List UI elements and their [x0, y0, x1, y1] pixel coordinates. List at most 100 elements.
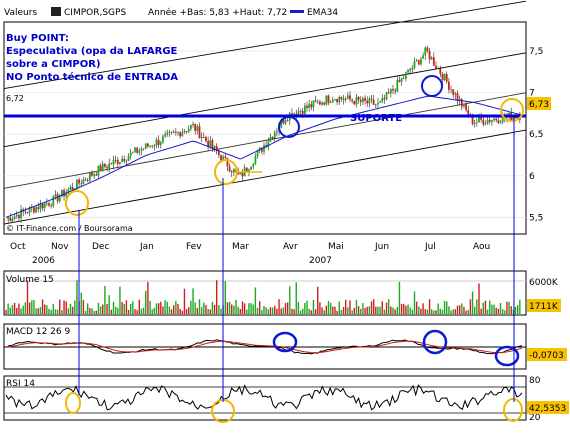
candle-body — [121, 158, 123, 163]
annotation-line-4: NO Ponto técnico de ENTRADA — [6, 71, 178, 83]
candle-body — [286, 120, 289, 122]
volume-bar — [162, 306, 164, 314]
volume-bar — [175, 301, 177, 314]
candle-body — [11, 219, 14, 222]
volume-bar — [67, 308, 70, 314]
candle-body — [202, 137, 205, 138]
candle-body — [263, 145, 265, 152]
volume-bar — [110, 309, 113, 314]
volume-bar — [329, 302, 332, 314]
candle-body — [420, 58, 422, 65]
x-tick-label: Mai — [328, 242, 344, 252]
candle-body — [196, 126, 199, 131]
candle-body — [258, 147, 261, 151]
volume-bar — [160, 301, 162, 314]
volume-bar — [347, 307, 349, 314]
candle-body — [69, 187, 72, 190]
candle-body — [181, 132, 184, 137]
candle-body — [99, 165, 102, 172]
macd-value-box — [527, 348, 567, 361]
volume-bar — [280, 308, 282, 314]
volume-bar — [121, 302, 123, 314]
volume-bar — [448, 306, 450, 314]
annotation-line-1: Buy POINT: — [6, 33, 69, 44]
x-tick-label: Aou — [473, 242, 490, 252]
candle-body — [157, 139, 160, 145]
volume-bar — [69, 303, 72, 314]
chart-header: Valeurs CIMPOR,SGPS Année +Bas: 5,83 +Ha… — [4, 7, 338, 18]
price-series-swatch — [51, 7, 61, 16]
volume-bar — [46, 305, 48, 314]
volume-bar — [216, 280, 218, 314]
volume-bar — [18, 303, 20, 314]
volume-bar — [256, 307, 259, 314]
macd-circle-aug — [494, 345, 520, 367]
volume-bar — [39, 307, 42, 314]
rsi-value-box — [527, 401, 569, 414]
candle-body — [125, 160, 128, 162]
volume-bar — [317, 286, 319, 314]
candle-body — [467, 110, 470, 116]
candle-body — [486, 119, 489, 124]
volume-bar — [248, 303, 250, 314]
volume-bar — [484, 300, 487, 314]
rsi-title: RSI 14 — [6, 379, 35, 389]
volume-bar — [205, 304, 207, 314]
support-value-box — [527, 97, 551, 110]
candle-body — [454, 93, 457, 95]
volume-bar — [385, 302, 388, 314]
candle-body — [327, 95, 330, 103]
volume-bar — [308, 308, 310, 314]
candle-body — [170, 131, 173, 133]
candle-body — [439, 68, 442, 74]
volume-bar — [476, 299, 478, 314]
volume-title: Volume 15 — [6, 275, 54, 285]
volume-bar — [93, 310, 95, 314]
candle-body — [164, 134, 166, 137]
volume-bar — [168, 306, 171, 314]
volume-bar — [508, 301, 510, 314]
candle-body — [155, 139, 158, 146]
volume-bar — [458, 305, 461, 314]
candle-body — [357, 97, 360, 100]
candle-body — [209, 140, 212, 147]
candle-body — [362, 98, 364, 102]
volume-bar — [80, 292, 82, 314]
volume-bar — [106, 304, 108, 314]
rsi-tick-80: 80 — [529, 376, 541, 386]
candle-body — [248, 169, 250, 172]
candle-body — [245, 167, 248, 172]
volume-bar — [147, 281, 149, 314]
volume-bar — [54, 309, 57, 314]
volume-bar — [443, 300, 446, 314]
volume-bar — [321, 307, 323, 314]
volume-bar — [267, 309, 269, 314]
volume-bar — [336, 310, 338, 314]
x-tick-label: Jul — [424, 242, 436, 252]
candle-body — [465, 103, 467, 111]
candle-body — [187, 128, 190, 132]
candle-body — [392, 88, 394, 91]
candle-body — [153, 145, 156, 147]
volume-bar — [461, 303, 463, 314]
rsi-tick-20: 20 — [529, 413, 541, 423]
candle-body — [495, 118, 498, 121]
volume-bar — [188, 307, 190, 314]
candle-body — [450, 89, 452, 91]
candle-body — [233, 169, 235, 173]
volume-bar — [209, 309, 211, 314]
volume-bar — [114, 306, 117, 314]
volume-bar — [82, 299, 85, 314]
macd-last-value: -0,0703 — [529, 351, 564, 361]
annotation-line-3: sobre a CIMPOR) — [6, 59, 101, 70]
candle-body — [443, 74, 446, 81]
candle-body — [41, 203, 44, 209]
volume-bar — [194, 302, 196, 314]
volume-bar — [5, 309, 7, 314]
candle-body — [387, 92, 390, 94]
range-text: Année +Bas: 5,83 +Haut: 7,72 — [148, 7, 287, 18]
buy-point-circle-nov — [65, 190, 89, 216]
candle-body — [319, 101, 321, 105]
volume-bar — [446, 301, 448, 314]
